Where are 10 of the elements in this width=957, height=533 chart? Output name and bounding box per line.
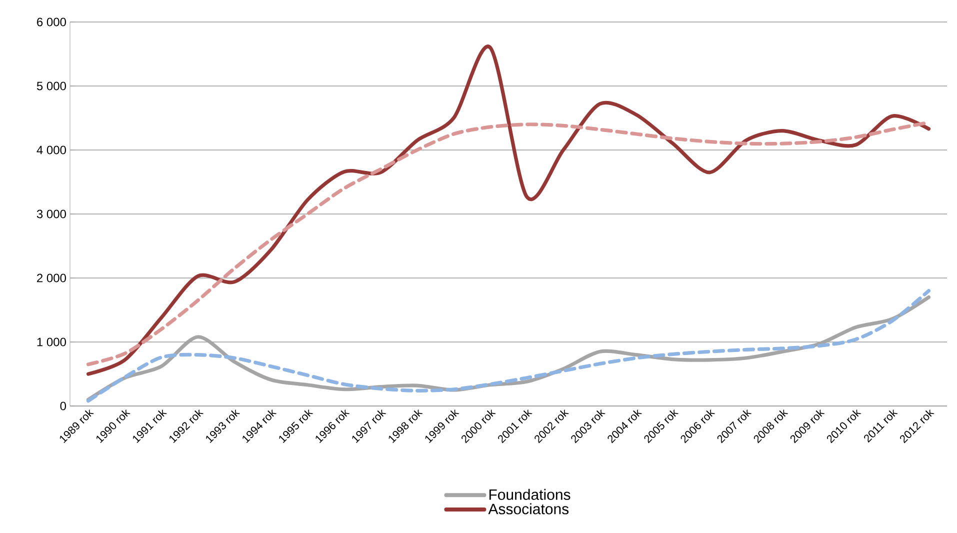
y-tick-label: 3 000 <box>36 210 66 218</box>
y-tick-label: 0 <box>60 402 66 410</box>
y-tick-label: 1 000 <box>37 338 66 346</box>
line-series <box>86 46 931 376</box>
y-tick-label: 5 000 <box>36 82 66 90</box>
legend-label: Foundations <box>489 488 570 500</box>
legend-label: Associatons <box>488 503 569 514</box>
y-tick-label: 4 000 <box>36 146 66 154</box>
y-tick-label: 2 000 <box>37 274 66 282</box>
y-tick-label: 6 000 <box>37 18 66 26</box>
